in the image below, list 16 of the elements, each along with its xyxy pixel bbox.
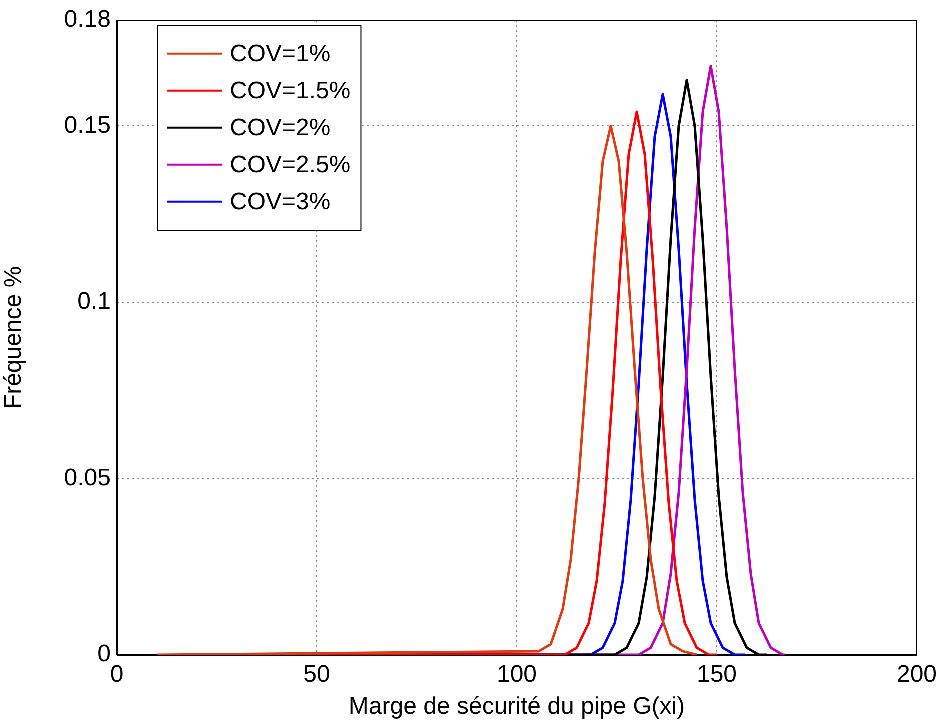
legend-label: COV=2.5%: [230, 152, 351, 179]
legend-label: COV=3%: [230, 188, 331, 216]
y-tick-label: 0.18: [64, 6, 111, 34]
y-tick-label: 0.05: [64, 464, 111, 492]
x-tick-label: 200: [896, 661, 938, 688]
legend-label: COV=2%: [230, 114, 331, 142]
x-axis-title: Marge de sécurité du pipe G(xi): [348, 693, 686, 720]
y-axis-title: Fréquence %: [0, 266, 28, 410]
x-tick-label: 50: [304, 661, 330, 688]
y-tick-label: 0: [98, 640, 111, 668]
x-tick-label: 100: [496, 661, 538, 688]
x-tick-label: 150: [696, 661, 738, 688]
y-tick-label: 0.15: [64, 112, 111, 139]
legend-label: COV=1.5%: [230, 78, 351, 105]
legend-label: COV=1%: [230, 40, 331, 68]
y-tick-label: 0.1: [78, 288, 111, 316]
